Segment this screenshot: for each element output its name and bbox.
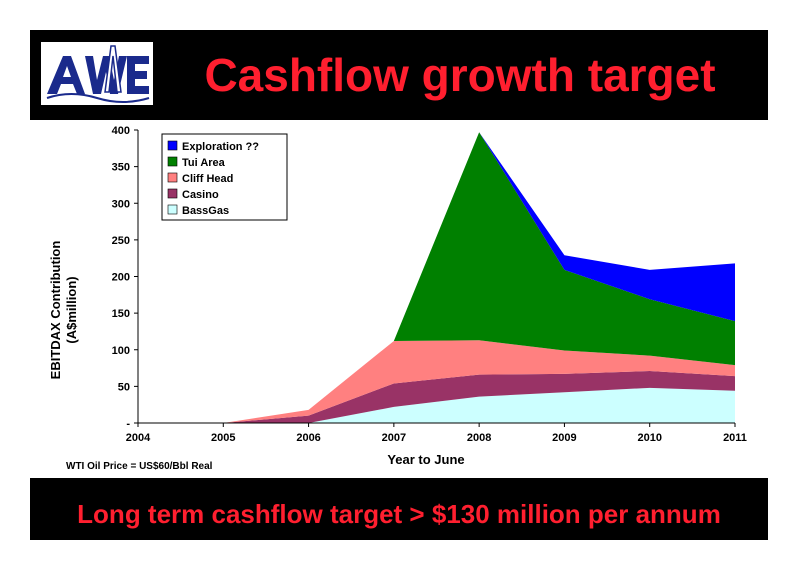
slide-title: Cashflow growth target bbox=[204, 49, 716, 101]
y-tick-label: 200 bbox=[112, 272, 130, 284]
legend-box bbox=[161, 133, 288, 221]
y-tick-label: 250 bbox=[112, 235, 130, 247]
y-axis-label-line-2: (A$million) bbox=[64, 276, 79, 343]
y-tick-labels: - 50 100 150 200 250 300 350 400 bbox=[112, 125, 131, 430]
y-tick-label: 50 bbox=[118, 381, 130, 393]
legend-label: Casino bbox=[182, 189, 219, 201]
x-tick-label: 2004 bbox=[126, 432, 151, 444]
legend-label: BassGas bbox=[182, 205, 229, 217]
x-tick-label: 2005 bbox=[211, 432, 235, 444]
slide-header: Cashflow growth target bbox=[30, 30, 768, 120]
oil-price-note: WTI Oil Price = US$60/Bbl Real bbox=[66, 461, 213, 472]
legend-label: Cliff Head bbox=[182, 173, 233, 185]
y-tick-label: 100 bbox=[112, 345, 130, 357]
x-tick-label: 2011 bbox=[723, 432, 747, 444]
legend-swatch bbox=[167, 204, 178, 215]
y-tick-label: 300 bbox=[112, 198, 130, 210]
x-tick-label: 2007 bbox=[382, 432, 406, 444]
chart-panel: -50 100 150 200 250 300 350 400 2004 2005 2006 200… bbox=[30, 120, 768, 478]
y-tick-label: 350 bbox=[112, 162, 130, 174]
y-tick-label: 150 bbox=[112, 308, 130, 320]
area-series-group bbox=[138, 132, 735, 423]
legend-swatch bbox=[167, 172, 178, 183]
slide: Cashflow growth target - 50 100 150 200 250 30… bbox=[30, 30, 768, 540]
area-casino bbox=[138, 370, 735, 423]
area-cliff-head bbox=[138, 340, 735, 423]
y-tick-label: - bbox=[126, 418, 130, 430]
x-tick-label: 2009 bbox=[552, 432, 576, 444]
y-axis-label-line-1: EBITDAX Contribution bbox=[48, 241, 63, 380]
x-tick-labels: 2004 2005 2006 2007 2008 2009 2010 2011 bbox=[126, 432, 747, 444]
area-bassgas bbox=[138, 387, 735, 423]
awe-logo bbox=[41, 42, 153, 105]
chart-axes bbox=[134, 129, 736, 427]
x-axis-label: Year to June bbox=[387, 452, 464, 467]
legend-label: Exploration ?? bbox=[182, 141, 259, 153]
legend-swatch bbox=[167, 140, 178, 151]
x-tick-label: 2010 bbox=[637, 432, 661, 444]
legend-swatch bbox=[167, 156, 178, 167]
y-tick-label: 400 bbox=[112, 125, 130, 137]
area-exploration bbox=[138, 132, 735, 423]
x-tick-label: 2008 bbox=[467, 432, 491, 444]
legend-swatch bbox=[167, 188, 178, 199]
legend-label: Tui Area bbox=[182, 157, 226, 169]
footer-target-text: Long term cashflow target > $130 million… bbox=[77, 499, 721, 529]
area-tui-area bbox=[138, 132, 735, 423]
x-tick-label: 2006 bbox=[296, 432, 320, 444]
chart-legend: Exploration ?? Tui Area Cliff Head Casino Ba… bbox=[161, 133, 288, 221]
